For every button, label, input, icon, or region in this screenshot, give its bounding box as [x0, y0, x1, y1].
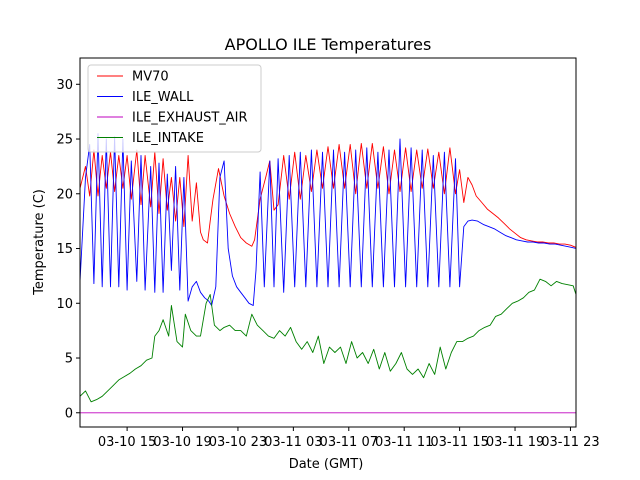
- y-tick-label: 10: [56, 297, 73, 312]
- x-tick-label: 03-10 19: [153, 435, 211, 450]
- x-tick-label: 03-11 07: [320, 435, 378, 450]
- y-tick-label: 0: [65, 406, 73, 421]
- y-tick-label: 25: [56, 133, 73, 148]
- legend-label: ILE_WALL: [132, 90, 194, 105]
- x-tick-label: 03-11 11: [375, 435, 433, 450]
- x-tick-label: 03-11 19: [486, 435, 544, 450]
- series-line-ile-wall: [80, 133, 576, 306]
- legend: MV70 ILE_WALL ILE_EXHAUST_AIR ILE_INTAKE: [87, 64, 262, 153]
- series-line-ile-intake: [80, 278, 576, 403]
- plot-frame: [79, 57, 577, 428]
- legend-label: MV70: [132, 70, 169, 85]
- series-line-mv70: [80, 142, 576, 248]
- x-tick-label: 03-10 23: [209, 435, 267, 450]
- y-tick-label: 20: [56, 187, 73, 202]
- x-tick-label: 03-10 15: [98, 435, 156, 450]
- legend-box: [87, 64, 262, 153]
- x-tick-label: 03-11 15: [430, 435, 488, 450]
- plot-area: [80, 133, 576, 414]
- x-tick-label: 03-11 03: [264, 435, 322, 450]
- series-group: [80, 133, 576, 414]
- y-tick-label: 5: [65, 352, 73, 367]
- y-tick-label: 15: [56, 242, 73, 257]
- legend-label: ILE_INTAKE: [132, 131, 204, 146]
- x-axis-label: Date (GMT): [289, 457, 364, 472]
- legend-label: ILE_EXHAUST_AIR: [132, 111, 248, 126]
- x-tick-label: 03-11 23: [541, 435, 599, 450]
- y-tick-label: 30: [56, 78, 73, 93]
- chart-title: APOLLO ILE Temperatures: [225, 35, 432, 54]
- y-axis-label: Temperature (C): [32, 189, 47, 296]
